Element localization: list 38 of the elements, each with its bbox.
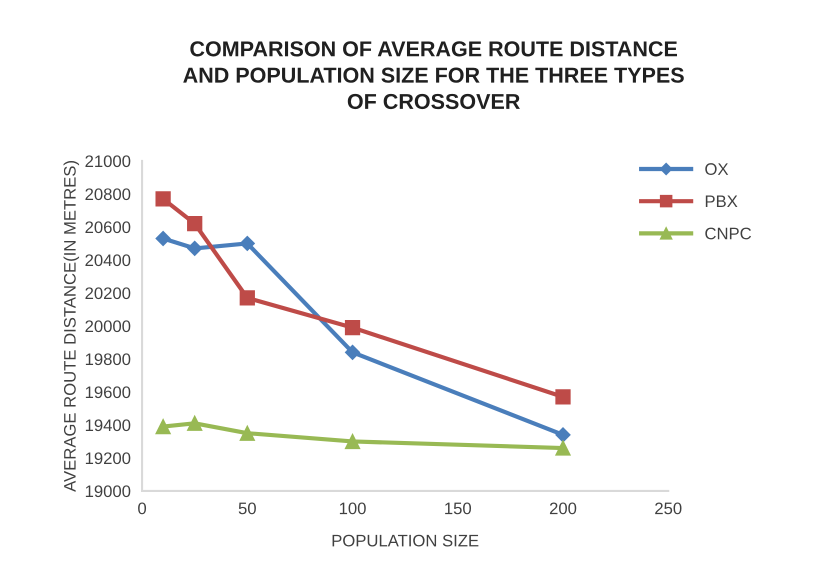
y-tick-label: 20800 (85, 188, 130, 200)
x-tick-label: 250 (655, 502, 682, 514)
point (555, 427, 571, 442)
point (155, 191, 171, 207)
point (344, 320, 360, 336)
point (240, 236, 255, 252)
y-tick-label: 19200 (86, 452, 130, 464)
x-tick-label: 50 (238, 502, 256, 514)
point (155, 418, 171, 434)
chart-title: COMPARISON OF AVERAGE ROUTE DISTANCE AND POPULATION SIZE FOR THE THREE TYPES OF CROSSOVER (183, 41, 684, 110)
y-tick-label: 20200 (85, 287, 130, 300)
point (344, 344, 360, 360)
y-tick-label: 21000 (85, 155, 130, 168)
point (555, 440, 571, 456)
point (187, 416, 202, 431)
x-axis-title: POPULATION SIZE (332, 534, 478, 546)
legend-label: PBX (706, 196, 738, 208)
y-tick-label: 19600 (86, 386, 130, 398)
y-tick-label: 20600 (85, 221, 130, 234)
point (240, 290, 255, 306)
point (187, 216, 202, 232)
y-tick-label: 19000 (86, 485, 130, 498)
y-axis-title: AVERAGE ROUTE DISTANCE(IN METRES) (64, 161, 80, 492)
point (344, 434, 360, 450)
legend-label: OX (705, 163, 728, 175)
x-tick-label: 150 (445, 502, 472, 514)
x-tick-label: 0 (138, 502, 146, 514)
x-tick-label: 100 (340, 502, 366, 514)
point (240, 426, 255, 441)
point (555, 389, 571, 405)
legend-label: CNPC (705, 228, 752, 240)
x-tick-label: 200 (550, 502, 576, 514)
y-tick-label: 20400 (85, 254, 130, 266)
point (187, 240, 202, 256)
y-tick-label: 19800 (86, 353, 130, 366)
y-tick-label: 19400 (86, 419, 130, 432)
point (156, 230, 171, 246)
y-tick-label: 20000 (85, 320, 130, 332)
